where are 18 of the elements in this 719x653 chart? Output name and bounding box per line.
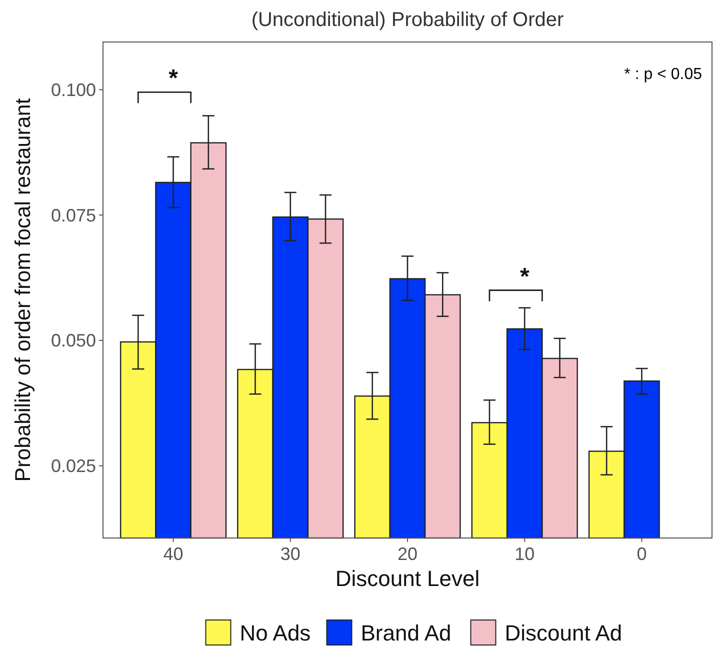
legend-label: Brand Ad <box>360 620 452 646</box>
x-tick-label: 40 <box>163 544 184 564</box>
x-axis-title: Discount Level <box>335 566 480 591</box>
legend-label: Discount Ad <box>504 620 622 646</box>
x-tick-label: 20 <box>397 544 418 564</box>
annotation: * <box>168 65 179 92</box>
y-axis-title: Probability of order from focal restaurant <box>11 98 35 482</box>
y-tick-label: 0.050 <box>50 330 96 351</box>
annotation: * <box>520 263 530 290</box>
y-tick-label: 0.075 <box>50 205 96 226</box>
chart-title: (Unconditional) Probability of Order <box>251 9 564 31</box>
y-tick-label: 0.100 <box>50 80 96 100</box>
y-tick-label: 0.025 <box>50 456 96 476</box>
legend-label: No Ads <box>240 620 311 646</box>
x-tick-label: 10 <box>514 544 535 564</box>
x-tick-label: 30 <box>280 544 300 564</box>
annotation: * : p < 0.05 <box>624 66 702 83</box>
x-tick-label: 0 <box>636 544 647 564</box>
